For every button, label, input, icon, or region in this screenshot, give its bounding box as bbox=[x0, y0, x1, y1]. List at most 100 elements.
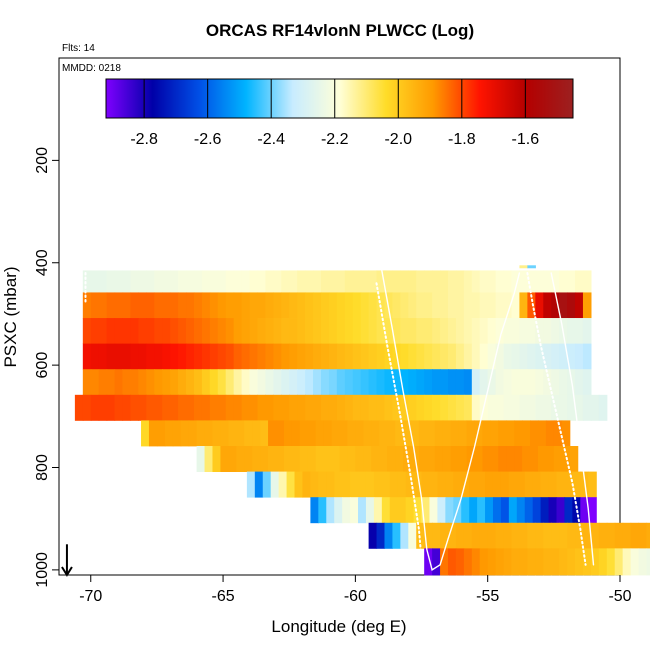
heatmap-cell bbox=[193, 270, 203, 293]
heatmap-cell bbox=[106, 394, 116, 421]
heatmap-cell bbox=[98, 292, 108, 319]
heatmap-cell bbox=[455, 394, 465, 421]
heatmap-cell bbox=[545, 446, 555, 472]
heatmap-cell bbox=[246, 471, 256, 498]
heatmap-cell bbox=[130, 369, 139, 396]
x-tick-label: -50 bbox=[608, 588, 631, 605]
heatmap-cell bbox=[432, 394, 441, 421]
heatmap-cell bbox=[527, 522, 536, 549]
heatmap-cell bbox=[432, 548, 441, 576]
heatmap-cell bbox=[162, 270, 171, 293]
heatmap-cell bbox=[193, 394, 203, 421]
heatmap-cell bbox=[141, 420, 150, 447]
heatmap-cell bbox=[358, 497, 367, 524]
heatmap-cell bbox=[434, 446, 444, 472]
heatmap-cell bbox=[569, 446, 579, 472]
heatmap-cell bbox=[297, 318, 306, 345]
heatmap-cell bbox=[299, 446, 309, 472]
heatmap-cell bbox=[479, 292, 489, 319]
heatmap-cell bbox=[485, 471, 494, 498]
heatmap-cell bbox=[350, 497, 359, 524]
heatmap-cell bbox=[305, 292, 314, 319]
y-tick-label: 600 bbox=[34, 352, 51, 379]
heatmap-cell bbox=[233, 369, 243, 396]
heatmap-cell bbox=[299, 420, 309, 447]
heatmap-cell bbox=[318, 497, 327, 524]
heatmap-cell bbox=[122, 343, 132, 370]
heatmap-cell bbox=[495, 270, 505, 293]
heatmap-cell bbox=[331, 420, 341, 447]
heatmap-cell bbox=[98, 394, 108, 421]
heatmap-cell bbox=[403, 446, 412, 472]
heatmap-cell bbox=[466, 420, 476, 447]
heatmap-cell bbox=[469, 497, 478, 524]
heatmap-cell bbox=[170, 318, 179, 345]
heatmap-cell bbox=[193, 292, 203, 319]
heatmap-cell bbox=[180, 420, 190, 447]
heatmap-cell bbox=[384, 369, 394, 396]
heatmap-cell bbox=[373, 497, 383, 524]
heatmap-cell bbox=[527, 369, 536, 396]
heatmap-cell bbox=[130, 343, 139, 370]
heatmap-cell bbox=[448, 292, 457, 319]
heatmap-cell bbox=[360, 318, 370, 345]
heatmap-cell bbox=[543, 522, 552, 549]
heatmap-cell bbox=[90, 369, 100, 396]
heatmap-cell bbox=[138, 292, 147, 319]
heatmap-cell bbox=[432, 522, 441, 549]
heatmap-cell bbox=[418, 446, 428, 472]
heatmap-cell bbox=[244, 446, 253, 472]
heatmap-cell bbox=[334, 471, 343, 498]
heatmap-cell bbox=[204, 446, 214, 472]
heatmap-cell bbox=[146, 343, 155, 370]
heatmap-cell bbox=[268, 446, 277, 472]
heatmap-cell bbox=[313, 369, 322, 396]
heatmap-cell bbox=[170, 394, 179, 421]
heatmap-cell bbox=[440, 369, 449, 396]
heatmap-cell bbox=[252, 446, 261, 472]
heatmap-cell bbox=[106, 318, 116, 345]
heatmap-cell bbox=[527, 265, 536, 269]
heatmap-cell bbox=[236, 446, 245, 472]
heatmap-cell bbox=[416, 318, 425, 345]
heatmap-cell bbox=[487, 270, 497, 293]
heatmap-cell bbox=[630, 548, 640, 576]
heatmap-cell bbox=[551, 522, 560, 549]
heatmap-cell bbox=[416, 270, 425, 293]
heatmap-cell bbox=[283, 446, 293, 472]
heatmap-cell bbox=[350, 471, 359, 498]
heatmap-cell bbox=[424, 318, 433, 345]
heatmap-cell bbox=[376, 394, 386, 421]
heatmap-cell bbox=[543, 369, 552, 396]
heatmap-cell bbox=[400, 318, 409, 345]
heatmap-cell bbox=[408, 343, 417, 370]
heatmap-cell bbox=[405, 497, 415, 524]
heatmap-cell bbox=[339, 446, 349, 472]
heatmap-cell bbox=[416, 522, 425, 549]
heatmap-cell bbox=[146, 270, 155, 293]
heatmap-cell bbox=[553, 420, 563, 447]
colorbar-tick-label: -2.8 bbox=[130, 131, 158, 148]
heatmap-cell bbox=[336, 270, 346, 293]
heatmap-cell bbox=[487, 522, 497, 549]
heatmap-cell bbox=[522, 420, 531, 447]
heatmap-cell bbox=[606, 548, 616, 576]
heatmap-cell bbox=[201, 343, 211, 370]
heatmap-cell bbox=[400, 343, 409, 370]
heatmap-cell bbox=[492, 471, 502, 498]
x-tick-label: -70 bbox=[79, 588, 102, 605]
heatmap-cell bbox=[530, 420, 539, 447]
heatmap-cell bbox=[559, 522, 568, 549]
heatmap-cell bbox=[479, 548, 489, 576]
heatmap-cell bbox=[376, 343, 386, 370]
heatmap-cell bbox=[575, 548, 584, 576]
heatmap-cell bbox=[297, 292, 306, 319]
heatmap-cell bbox=[432, 343, 441, 370]
heatmap-cell bbox=[508, 471, 518, 498]
heatmap-cell bbox=[82, 343, 92, 370]
heatmap-cell bbox=[289, 369, 298, 396]
flight-track-line bbox=[550, 272, 595, 566]
heatmap-cell bbox=[479, 318, 489, 345]
heatmap-cell bbox=[98, 343, 108, 370]
heatmap-cell bbox=[622, 522, 632, 549]
